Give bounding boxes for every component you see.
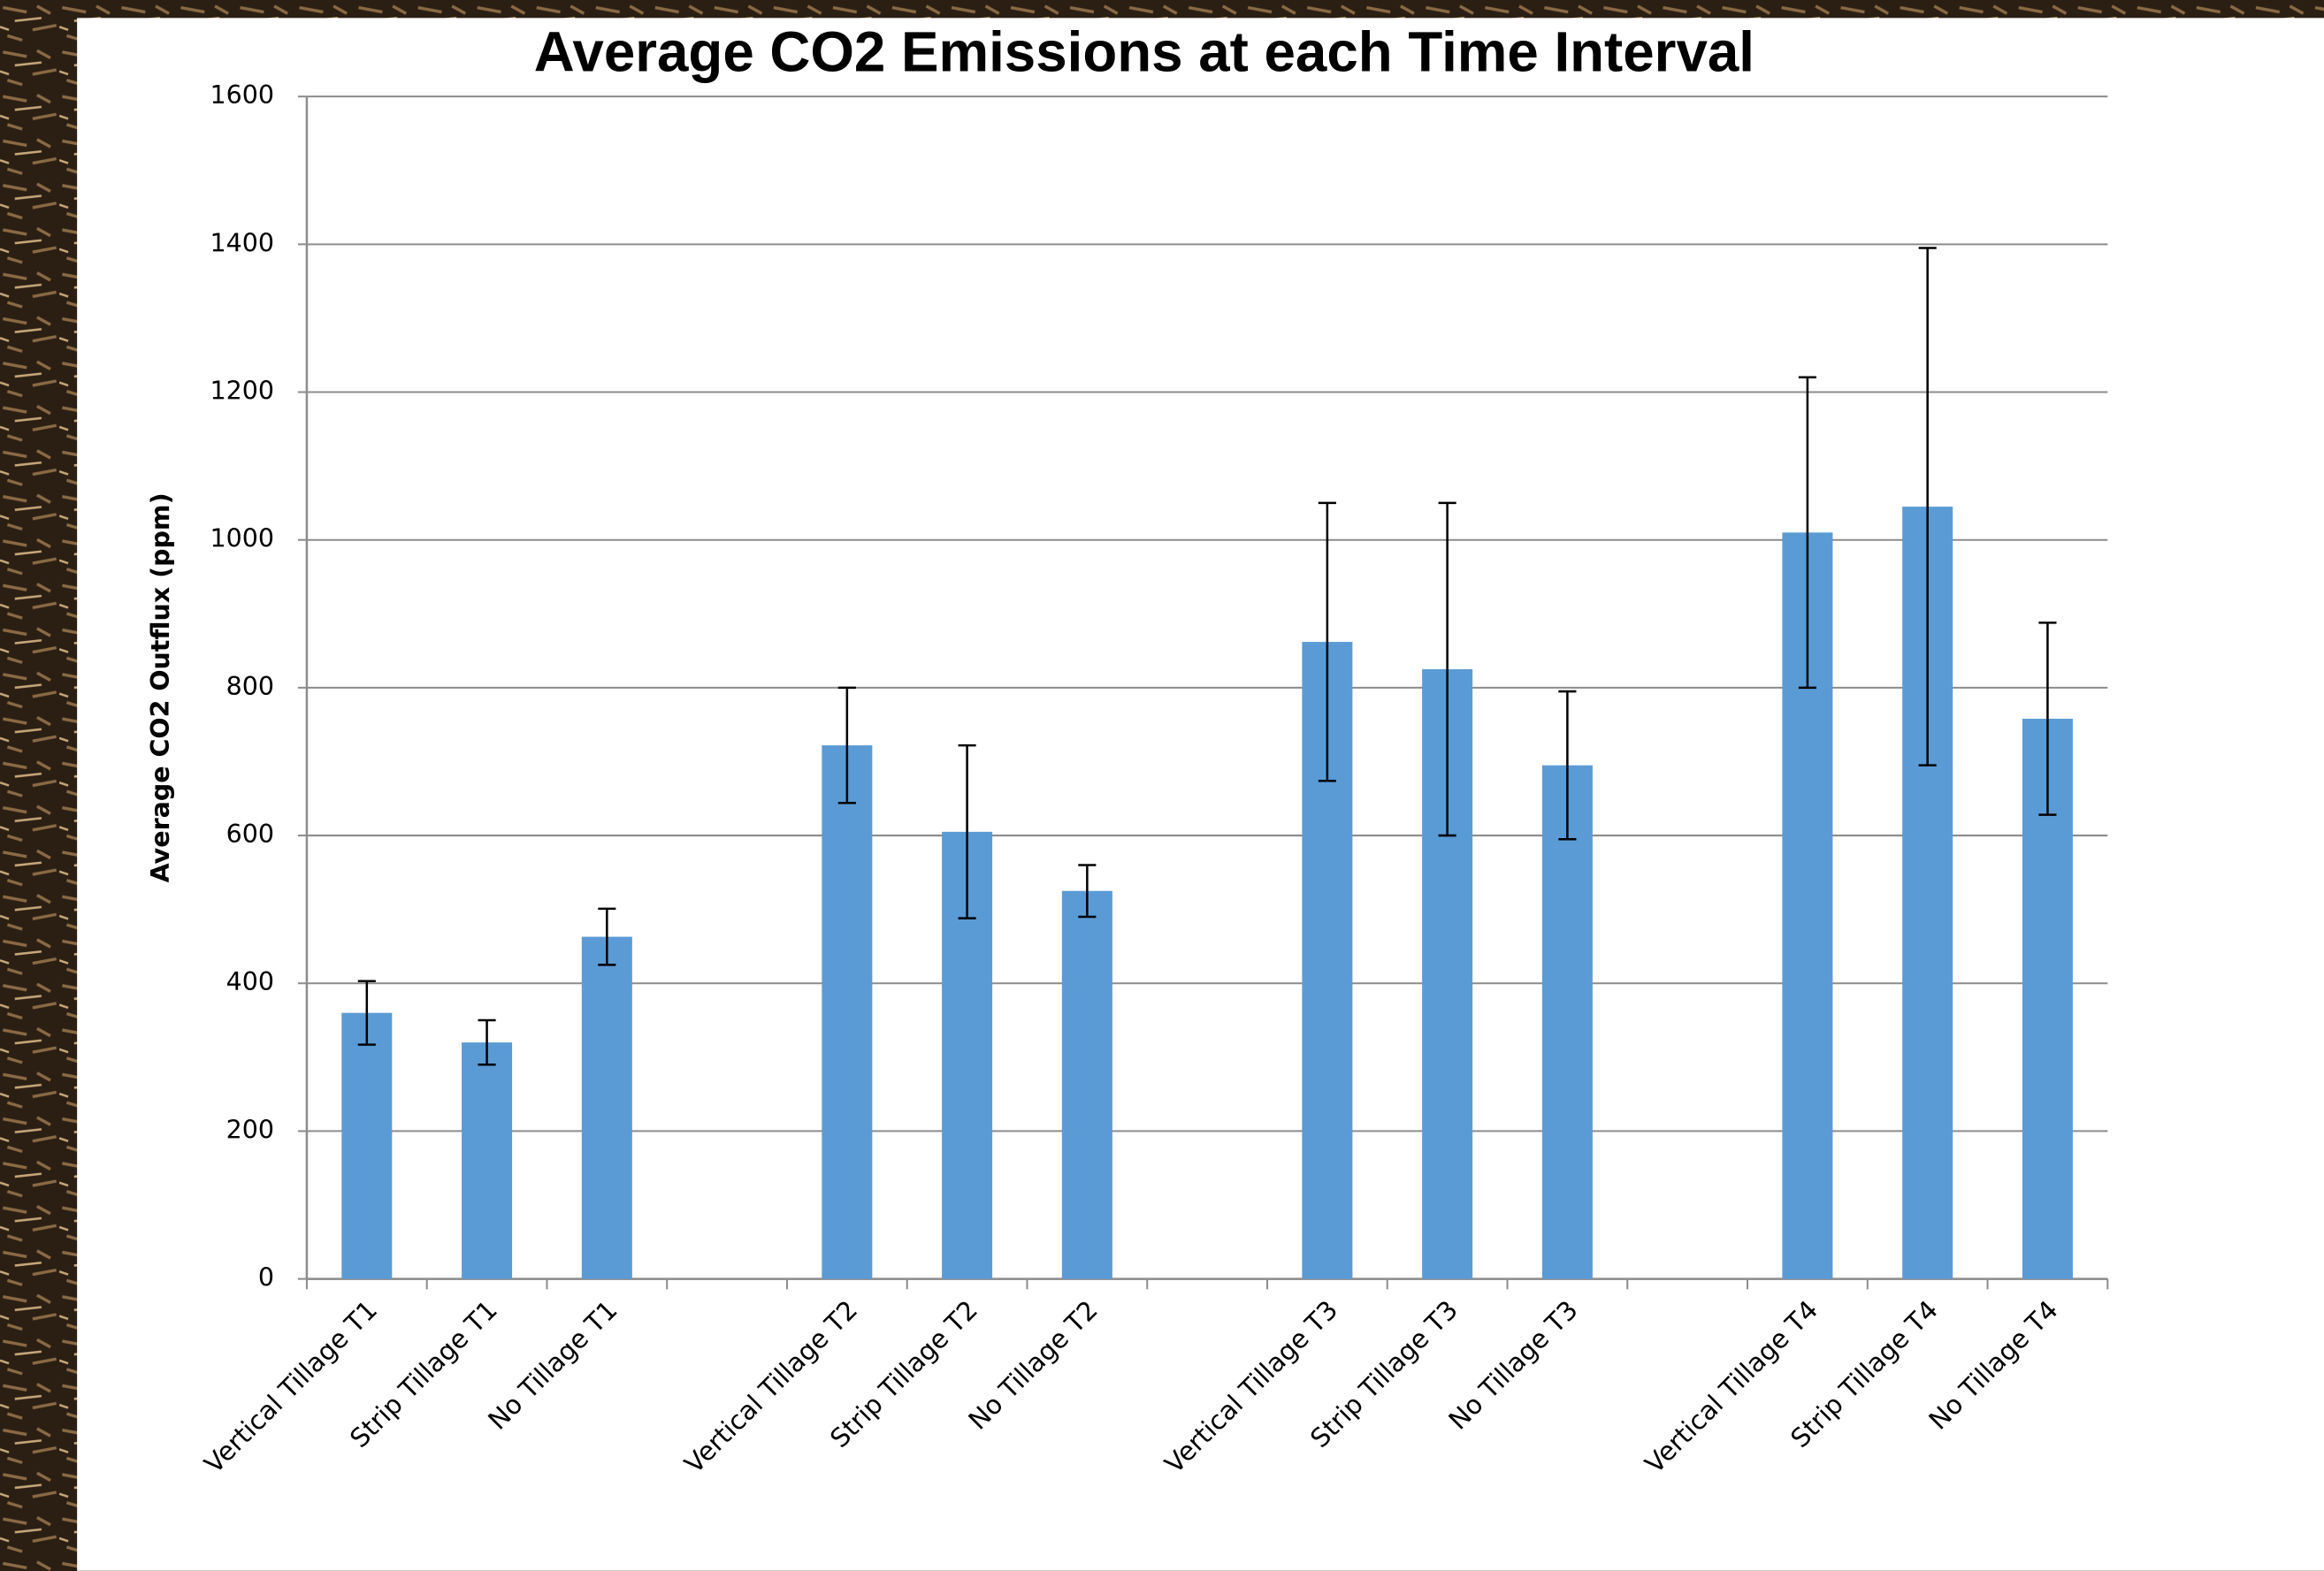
bar (822, 745, 872, 1279)
bar (582, 937, 632, 1279)
y-tick-label: 1600 (210, 80, 275, 110)
y-tick-label: 800 (226, 672, 274, 701)
y-tick-label: 1200 (210, 377, 275, 406)
bar (1542, 766, 1593, 1279)
bar (1062, 891, 1112, 1279)
page: {"chart_data": {"type": "bar", "title": … (0, 0, 2324, 1571)
bar (341, 1013, 392, 1279)
bar (462, 1042, 512, 1278)
y-tick-label: 400 (226, 967, 274, 996)
y-tick-label: 200 (226, 1115, 274, 1144)
y-tick-label: 600 (226, 820, 274, 849)
y-tick-label: 0 (258, 1263, 274, 1293)
chart: Average CO2 Emissions at each Time Inter… (0, 0, 2324, 1571)
y-tick-label: 1000 (210, 524, 275, 553)
y-tick-label: 1400 (210, 228, 275, 257)
chart-panel (77, 18, 2324, 1570)
chart-title: Average CO2 Emissions at each Time Inter… (534, 21, 1754, 84)
y-axis-title: Average CO2 Outflux (ppm) (146, 492, 175, 882)
